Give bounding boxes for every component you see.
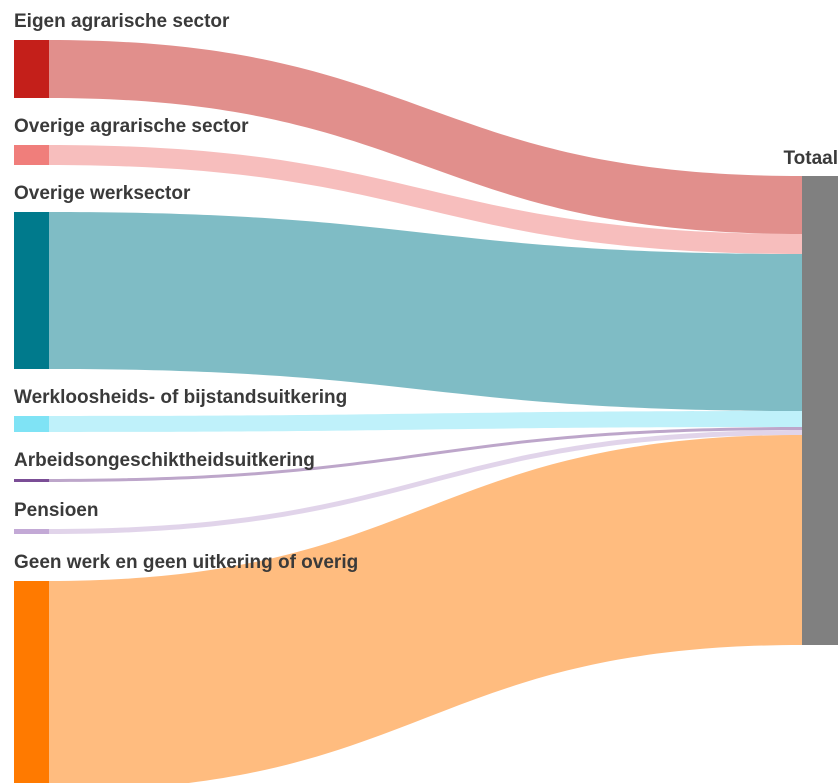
source-label: Pensioen: [14, 500, 98, 521]
link: [49, 435, 802, 783]
target-node: [802, 176, 838, 645]
source-node: [14, 581, 49, 783]
source-label: Arbeidsongeschiktheidsuitkering: [14, 450, 315, 471]
link: [49, 427, 802, 482]
source-node: [14, 529, 49, 534]
nodes: Eigen agrarische sector Overige agrarisch…: [14, 11, 838, 783]
target-label: Totaal: [783, 148, 838, 169]
source-node: [14, 40, 49, 98]
source-label: Overige agrarische sector: [14, 116, 249, 137]
source-node: [14, 145, 49, 165]
source-node: [14, 212, 49, 369]
link: [49, 212, 802, 411]
source-node: [14, 479, 49, 482]
source-label: Overige werksector: [14, 183, 191, 204]
link: [49, 145, 802, 254]
links: [49, 40, 802, 783]
source-label: Eigen agrarische sector: [14, 11, 230, 32]
source-node: [14, 416, 49, 432]
source-label: Geen werk en geen uitkering of overig: [14, 552, 358, 573]
link: [49, 430, 802, 534]
link: [49, 411, 802, 432]
link: [49, 40, 802, 234]
source-label: Werkloosheids- of bijstandsuitkering: [14, 387, 347, 408]
